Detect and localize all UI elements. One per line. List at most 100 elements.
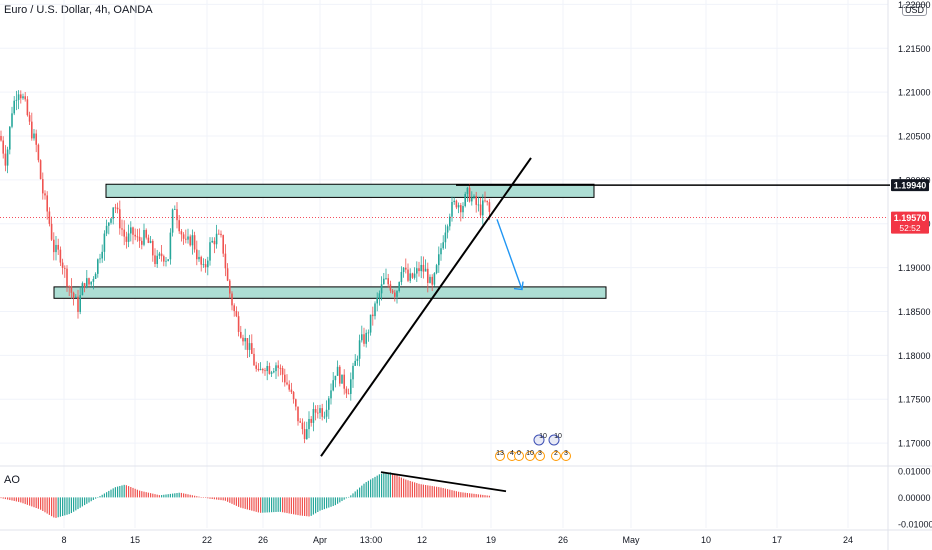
candle-body [116,207,119,210]
ao-bar [376,475,378,498]
event-marker-label: 3 [564,450,568,457]
ao-bar [411,481,413,498]
ao-bar [319,497,321,511]
ao-bar [400,477,402,498]
candle-body [141,240,143,245]
ao-tick-label: 0.00000 [898,493,931,503]
event-marker-label: 10 [526,450,534,457]
ao-bar [475,494,477,498]
ao-bar [31,497,33,507]
y-tick-label: 1.22000 [898,0,931,10]
candle-body [134,234,136,237]
ao-bar [84,497,86,506]
candle-body [218,233,220,235]
ao-bar [431,486,433,498]
ao-bar [143,491,145,498]
ao-bar [57,497,59,518]
candle-body [187,236,189,240]
candle-body [130,227,132,234]
ao-bar [381,473,383,498]
price-axis[interactable]: 1.220001.215001.210001.205001.200001.195… [891,0,932,530]
candle-body [435,265,438,274]
candle-body [138,236,141,241]
candle-body [290,389,293,393]
ao-bar [147,492,149,498]
candle-body [409,273,411,281]
ao-bar [299,497,301,516]
candle-body [444,232,447,243]
candle-body [165,260,167,262]
candle-body [286,382,288,385]
candle-body [235,311,238,317]
ao-bar [352,493,354,498]
trend-line [320,157,532,457]
candle-body [57,244,59,250]
ao-bar [372,478,374,498]
ao-bar [110,489,112,498]
ao-bar [436,486,438,498]
currency-badge[interactable]: USD [902,4,928,16]
ao-bar [229,497,231,503]
candle-body [24,96,26,100]
ao-bar [403,478,405,498]
ao-bar [79,497,81,508]
ao-bar [24,497,26,505]
candle-body [451,202,453,217]
ao-bar [191,495,193,498]
ao-bar [418,483,420,498]
candle-body [39,160,42,180]
candle-body [176,209,178,221]
candle-body [204,264,207,268]
upper-zone [105,183,595,198]
event-marker-circle [551,451,561,461]
candle-body [215,233,218,245]
candle-body [334,375,337,381]
candle-body [429,276,431,283]
candle-body [193,235,196,250]
candle-body [330,390,332,399]
x-tick-24: 24 [843,535,853,545]
candle-body [28,115,31,122]
candle-body [464,193,466,206]
candle-body [229,280,231,294]
candle-body [394,292,396,297]
x-tick-26b: 26 [558,535,568,545]
x-tick-8: 8 [61,535,66,545]
candle-body [442,242,444,249]
ao-bar [315,497,317,514]
ao-bar [64,497,66,516]
candle-body [306,429,308,440]
ao-bar [304,497,306,516]
ao-bar [429,485,431,498]
event-marker-label: 0 [517,450,521,457]
time-axis[interactable]: 8 15 22 26 Apr 13:00 12 19 26 May 10 17 24 [61,535,853,545]
candle-body [167,259,169,261]
candle-body [488,202,491,212]
candle-body [248,343,251,350]
ao-bar [37,497,39,509]
price-label-bg [891,179,929,192]
ao-bar [66,497,68,515]
ao-bar [20,497,22,503]
ao-bar [156,494,158,498]
ao-bar [398,476,400,498]
ao-bar [62,497,64,516]
candle-body [213,240,216,245]
ao-bar [139,490,141,498]
ao-bar [180,492,182,498]
ao-bar [101,494,103,498]
event-marker-circle [495,451,505,461]
ao-bar [40,497,42,510]
x-tick-19: 19 [486,535,496,545]
candle-body [9,126,11,150]
ao-bar [35,497,37,509]
candle-body [468,187,471,202]
ao-bar [220,497,222,501]
candle-body [310,418,312,423]
ao-bar [279,497,281,512]
candle-body [347,393,350,395]
ao-bar [152,493,154,498]
candle-body [237,316,240,332]
ao-bar [29,497,31,506]
